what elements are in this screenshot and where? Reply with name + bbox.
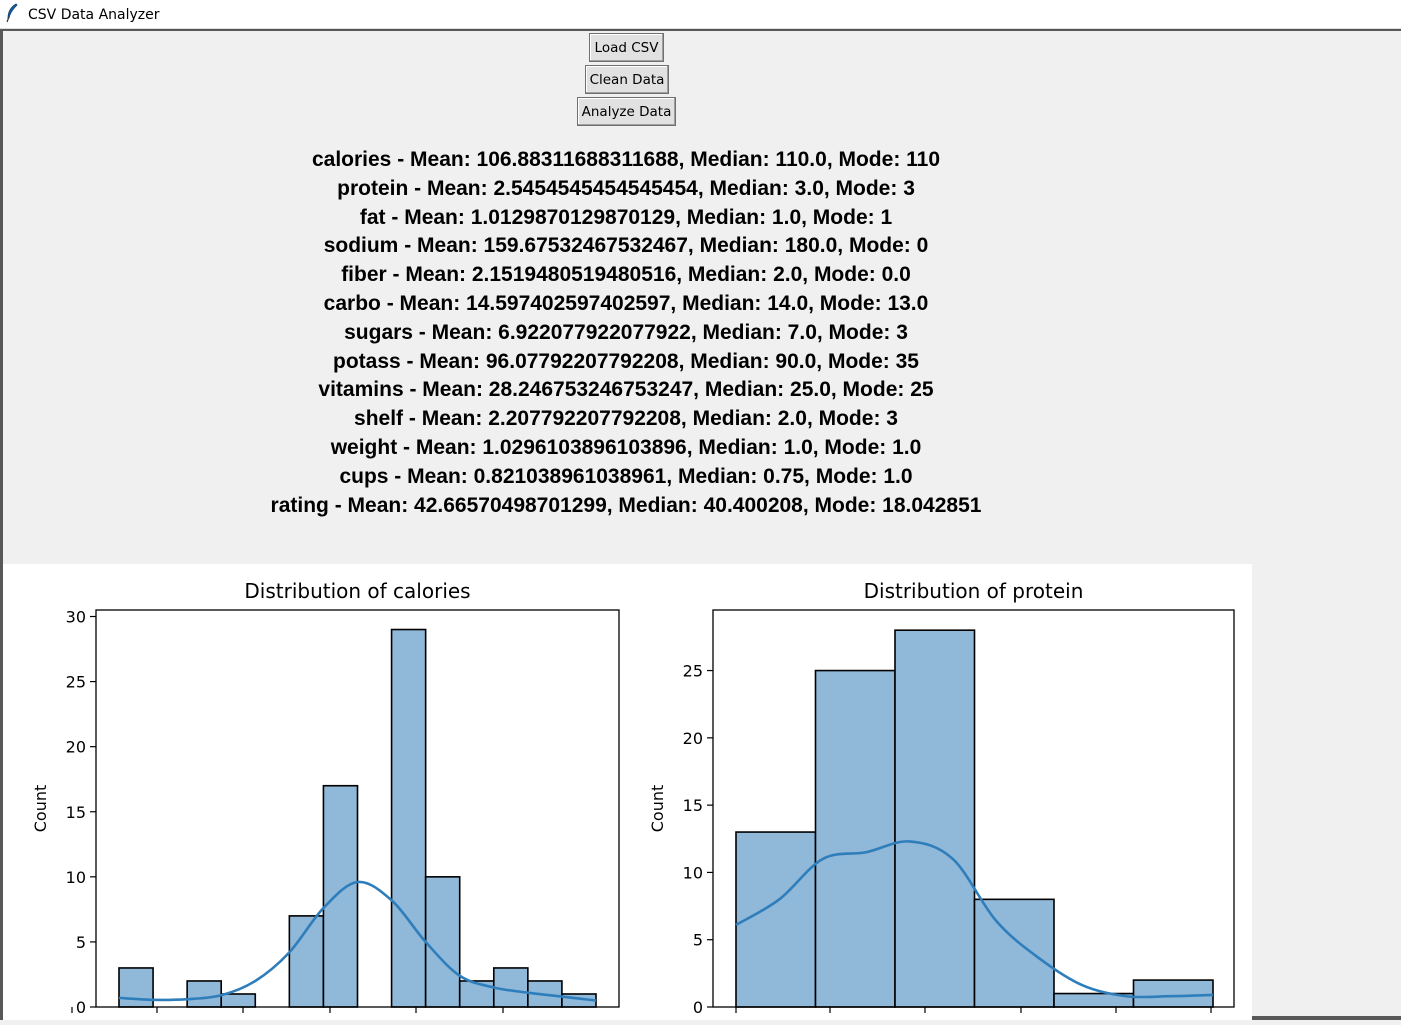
axes-frame (95, 609, 620, 1008)
histogram-bar (458, 980, 495, 1008)
histogram-bar (322, 784, 359, 1008)
chart-title: Distribution of calories (244, 579, 470, 603)
stat-line-carbo: carbo - Mean: 14.597402597402597, Median… (323, 291, 929, 315)
y-tick-label: 15 (66, 803, 86, 822)
histogram-bar (973, 898, 1055, 1008)
histogram-bar (118, 967, 154, 1008)
histogram-figure: Distribution of calories Count 0 5 10 15 20 25 3… (3, 564, 1252, 1020)
statistics-summary: calories - Mean: 106.88311688311688, Med… (0, 146, 1252, 520)
stat-line-protein: protein - Mean: 2.5454545454545454, Medi… (337, 176, 915, 200)
y-tick-label: 0 (693, 998, 703, 1017)
window-edge (1252, 1016, 1401, 1020)
analyze-data-button[interactable]: Analyze Data (577, 97, 676, 126)
kde-line (118, 880, 597, 1002)
load-csv-button[interactable]: Load CSV (589, 33, 664, 62)
stat-line-vitamins: vitamins - Mean: 28.246753246753247, Med… (318, 378, 934, 402)
stat-line-fat: fat - Mean: 1.0129870129870129, Median: … (359, 205, 893, 229)
histogram-bar (186, 980, 223, 1008)
stat-line-potass: potass - Mean: 96.07792207792208, Median… (333, 349, 919, 373)
stat-line-fiber: fiber - Mean: 2.1519480519480516, Median… (341, 263, 911, 287)
y-tick-label: 0 (76, 998, 86, 1017)
chart-2: Distribution of protein Count 0 5 10 15 20 25 (648, 579, 1235, 1017)
y-axis-label: Count (648, 785, 667, 833)
y-tick-label: 15 (683, 796, 703, 815)
y-tick-label: 10 (683, 863, 703, 882)
kde-line (735, 840, 1214, 999)
stat-line-calories: calories - Mean: 106.88311688311688, Med… (311, 148, 941, 171)
stat-line-shelf: shelf - Mean: 2.207792207792208, Median:… (354, 407, 898, 431)
histogram-bar (735, 831, 817, 1008)
stat-line-cups: cups - Mean: 0.821038961038961, Median: … (339, 464, 913, 488)
histogram-bar (424, 876, 461, 1008)
y-tick-label: 30 (66, 608, 86, 627)
clean-data-button[interactable]: Clean Data (585, 65, 669, 94)
stat-line-weight: weight - Mean: 1.0296103896103896, Media… (330, 435, 922, 459)
histogram-bar (894, 629, 976, 1008)
histogram-bar (814, 669, 896, 1008)
chart-title: Distribution of protein (864, 579, 1084, 603)
stat-line-sodium: sodium - Mean: 159.67532467532467, Media… (323, 234, 929, 258)
y-tick-label: 5 (693, 931, 703, 950)
stat-line-rating: rating - Mean: 42.66570498701299, Median… (270, 493, 982, 517)
histogram-bar (220, 993, 257, 1008)
y-axis-label: Count (31, 785, 50, 833)
chart-1: Distribution of calories Count 0 5 10 15 20 25 3… (31, 579, 620, 1017)
histogram-figure-svg: Distribution of calories Count 0 5 10 15 20 25 3… (31, 579, 1235, 1017)
axes-frame (712, 609, 1235, 1008)
y-tick-label: 20 (66, 738, 86, 757)
y-tick-label: 25 (683, 662, 703, 681)
y-tick-label: 25 (66, 673, 86, 692)
histogram-bar (1132, 979, 1214, 1008)
stat-line-sugars: sugars - Mean: 6.922077922077922, Median… (344, 320, 908, 344)
histogram-bar (390, 628, 427, 1008)
window-title: CSV Data Analyzer (28, 7, 160, 23)
y-tick-label: 20 (683, 729, 703, 748)
y-tick-label: 5 (76, 933, 86, 952)
title-bar: CSV Data Analyzer (0, 0, 1401, 29)
y-tick-label: 10 (66, 868, 86, 887)
feather-icon (6, 3, 18, 23)
